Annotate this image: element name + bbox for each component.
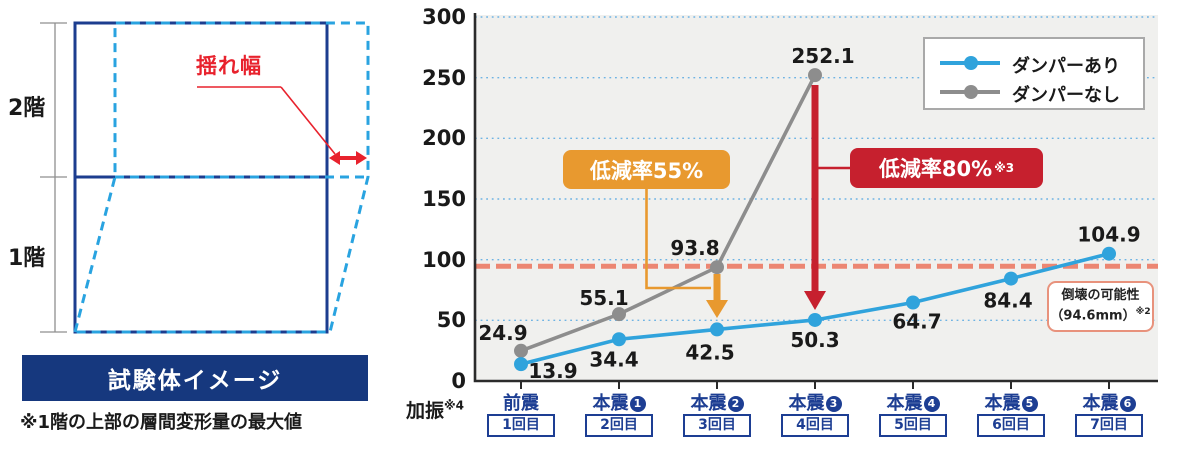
footnote-ref-4: ※4 [444,398,465,413]
category-label: 本震 1 [571,393,667,414]
y-tick-label-300: 300 [422,5,466,29]
trial-count-box: 1回目 [487,414,555,437]
floor2-label: 2階 [8,96,46,121]
data-point [1004,271,1018,286]
reduction55-connector [645,189,711,290]
reduction-80-callout: 低減率80% ※3 [850,148,1043,188]
value-label: 50.3 [790,328,839,352]
value-label: 93.8 [670,236,719,260]
value-label: 34.4 [589,347,638,371]
value-label: 24.9 [478,321,527,345]
value-label: 42.5 [685,340,734,364]
category-label: 前震 [503,393,539,414]
measure-line [40,22,67,333]
diagram-footnote: ※1階の上部の層間変形量の最大値 [20,412,303,433]
sway-width-label: 揺れ幅 [196,54,262,78]
sway-annotation [197,86,367,165]
category-label: 本震 4 [865,393,961,414]
y-tick-label-150: 150 [422,187,466,211]
arrowhead-left [329,151,340,165]
data-point [612,307,626,322]
specimen-caption-banner: 試験体イメージ [22,355,368,401]
floor1-label: 1階 [8,246,46,271]
data-point [612,332,626,347]
category-label: 本震 5 [963,393,1059,414]
category-number-badge: 5 [1021,396,1038,412]
reduction-55-text: 低減率55% [589,158,704,183]
legend-series-label: ダンパーなし [1012,85,1120,106]
category-number-badge: 2 [727,396,744,412]
data-point [906,295,920,310]
value-label: 104.9 [1077,223,1140,247]
data-point [808,68,822,83]
legend-dot-swatch [964,85,978,99]
y-tick-label-100: 100 [422,247,466,272]
legend-row: ダンパーあり [925,49,1143,77]
trial-count-box: 2回目 [585,414,653,437]
category-number-badge: 6 [1119,396,1136,412]
data-point [514,357,528,372]
axis-lines [473,13,1158,383]
value-label: 84.4 [983,289,1032,313]
footnote-ref-3: ※3 [994,161,1015,175]
data-point [710,322,724,337]
data-point [710,260,724,275]
legend-series-label: ダンパーあり [1012,56,1120,77]
y-tick-label-0: 0 [451,369,466,393]
value-label: 13.9 [528,359,577,383]
value-label: 55.1 [579,286,628,310]
reduction55-arrowhead [706,300,728,318]
reduction80-arrowhead [804,291,826,310]
data-point [514,343,528,358]
y-tick-label-50: 50 [436,308,466,333]
category-number-badge: 3 [825,396,842,412]
legend-dot-swatch [964,56,978,70]
trial-count-box: 3回目 [683,414,751,437]
collapse-threshold-callout: 倒壊の可能性 （94.6mm）※2 [1047,281,1154,332]
trial-count-box: 4回目 [781,414,849,437]
category-number-badge: 4 [923,396,940,412]
x-axis-title: 加振※4 [406,398,465,422]
specimen-diagram [40,21,370,334]
deformed-frame [73,21,370,334]
specimen-caption: 試験体イメージ [107,368,283,394]
data-point [808,312,822,327]
category-label: 本震 6 [1061,393,1157,414]
category-number-badge: 1 [629,396,646,412]
reduction-80-text: 低減率80% [878,157,993,181]
y-tick-label-250: 250 [422,65,466,90]
reduction-55-callout: 低減率55% [563,150,730,189]
value-label: 252.1 [791,44,854,68]
series-line [520,74,817,353]
category-label: 本震 3 [767,393,863,414]
collapse-text-line2: （94.6mm）※2 [1050,307,1151,324]
data-point [1102,246,1116,261]
collapse-text-line1: 倒壊の可能性 [1061,288,1140,304]
trial-count-box: 5回目 [879,414,947,437]
chart-legend: ダンパーあり ダンパーなし [923,37,1145,110]
footnote-ref-2: ※2 [1135,307,1151,318]
trial-count-box: 7回目 [1075,414,1143,437]
value-label: 64.7 [892,309,941,333]
legend-row: ダンパーなし [925,78,1143,106]
arrowhead-right [356,151,367,165]
category-label: 本震 2 [669,393,765,414]
trial-count-box: 6回目 [977,414,1045,437]
y-tick-label-200: 200 [422,126,466,151]
